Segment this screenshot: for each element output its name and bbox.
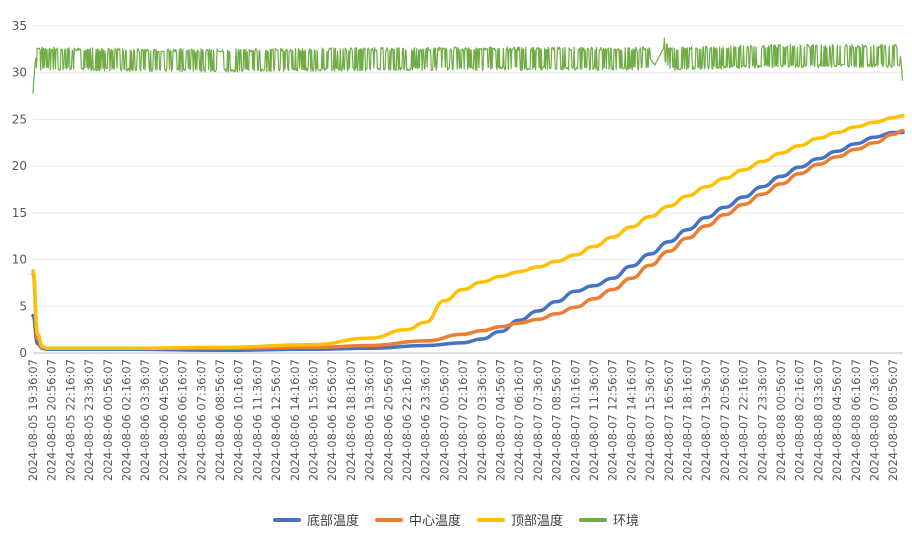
- gridlines: [33, 25, 903, 354]
- x-tick-label: 2024-08-07 22:16:07: [737, 359, 751, 481]
- x-tick-label: 2024-08-07 08:56:07: [550, 359, 564, 481]
- y-tick-label: 10: [12, 253, 27, 267]
- legend-swatch: [579, 517, 608, 522]
- x-tick-label: 2024-08-07 12:56:07: [606, 359, 620, 481]
- legend-item-ambient[interactable]: 环境: [579, 510, 639, 529]
- x-tick-label: 2024-08-06 00:56:07: [101, 359, 115, 481]
- x-tick-label: 2024-08-06 19:36:07: [363, 359, 377, 481]
- series-line-0: [31, 130, 905, 352]
- legend-swatch: [477, 517, 505, 522]
- x-tick-label: 2024-08-07 14:16:07: [624, 359, 638, 481]
- legend-swatch: [374, 517, 403, 522]
- x-tick-label: 2024-08-07 06:16:07: [512, 359, 526, 481]
- y-tick-label: 25: [12, 112, 27, 126]
- x-tick-label: 2024-08-07 00:56:07: [437, 359, 451, 481]
- x-tick-label: 2024-08-07 03:36:07: [475, 359, 489, 481]
- x-tick-label: 2024-08-08 03:36:07: [811, 359, 825, 481]
- series-ambient: [32, 37, 903, 94]
- x-tick-label: 2024-08-06 07:36:07: [194, 359, 208, 481]
- x-tick-label: 2024-08-07 19:36:07: [699, 359, 713, 481]
- legend-item-top-temp[interactable]: 顶部温度: [477, 510, 563, 529]
- x-tick-label: 2024-08-07 10:16:07: [568, 359, 582, 481]
- x-tick-label: 2024-08-08 08:56:07: [886, 359, 900, 481]
- x-tick-label: 2024-08-07 20:56:07: [718, 359, 732, 481]
- y-tick-label: 35: [12, 19, 27, 33]
- series-line-ambient: [32, 37, 903, 94]
- x-tick-label: 2024-08-06 22:16:07: [400, 359, 414, 481]
- legend-item-bottom-temp[interactable]: 底部温度: [272, 510, 359, 529]
- y-tick-label: 15: [12, 206, 27, 220]
- x-tick-label: 2024-08-08 06:16:07: [849, 359, 863, 481]
- legend-item-center-temp[interactable]: 中心温度: [374, 510, 461, 529]
- y-tick-label: 20: [12, 159, 27, 173]
- x-tick-label: 2024-08-07 15:36:07: [643, 359, 657, 481]
- x-tick-label: 2024-08-07 23:36:07: [755, 359, 769, 481]
- x-tick-label: 2024-08-08 07:36:07: [867, 359, 881, 481]
- legend-label: 中心温度: [408, 514, 461, 529]
- legend: 底部温度 中心温度 顶部温度 环境: [0, 510, 912, 529]
- x-tick-label: 2024-08-05 20:56:07: [45, 359, 59, 481]
- legend-swatch: [272, 517, 301, 522]
- x-tick-label: 2024-08-07 07:36:07: [531, 359, 545, 481]
- x-tick-label: 2024-08-08 04:56:07: [830, 359, 844, 481]
- x-tick-label: 2024-08-06 02:16:07: [119, 359, 133, 481]
- y-tick-label: 5: [19, 299, 27, 313]
- y-tick-label: 30: [12, 66, 27, 80]
- x-tick-label: 2024-08-07 04:56:07: [493, 359, 507, 481]
- x-tick-label: 2024-08-06 18:16:07: [344, 359, 358, 481]
- x-tick-label: 2024-08-08 02:16:07: [793, 359, 807, 481]
- x-tick-label: 2024-08-07 11:36:07: [587, 359, 601, 481]
- legend-label: 顶部温度: [511, 514, 564, 529]
- x-tick-label: 2024-08-06 15:36:07: [306, 359, 320, 481]
- x-tick-label: 2024-08-06 08:56:07: [213, 359, 227, 481]
- x-tick-label: 2024-08-06 04:56:07: [157, 359, 171, 481]
- x-tick-label: 2024-08-06 14:16:07: [288, 359, 302, 481]
- x-tick-label: 2024-08-05 22:16:07: [63, 359, 77, 481]
- x-tick-label: 2024-08-06 06:16:07: [176, 359, 190, 481]
- series-line-2: [31, 113, 905, 351]
- y-axis: 0 5 10 15 20 25 30 35: [12, 19, 27, 360]
- legend-label: 底部温度: [306, 514, 359, 529]
- x-tick-label: 2024-08-05 23:36:07: [82, 359, 96, 481]
- series-line-1: [31, 128, 905, 351]
- x-axis: 2024-08-05 19:36:07 2024-08-05 20:56:07 20…: [26, 359, 900, 481]
- x-tick-label: 2024-08-07 02:16:07: [456, 359, 470, 481]
- x-tick-label: 2024-08-05 19:36:07: [26, 359, 40, 481]
- x-tick-label: 2024-08-06 10:16:07: [232, 359, 246, 481]
- x-tick-label: 2024-08-06 12:56:07: [269, 359, 283, 481]
- x-tick-label: 2024-08-08 00:56:07: [774, 359, 788, 481]
- x-tick-label: 2024-08-07 18:16:07: [680, 359, 694, 481]
- x-tick-label: 2024-08-06 03:36:07: [138, 359, 152, 481]
- x-tick-label: 2024-08-07 16:56:07: [662, 359, 676, 481]
- x-tick-label: 2024-08-06 11:36:07: [250, 359, 264, 481]
- y-tick-label: 0: [19, 346, 27, 360]
- legend-label: 环境: [613, 514, 640, 529]
- x-tick-label: 2024-08-06 23:36:07: [419, 359, 433, 481]
- x-tick-label: 2024-08-06 16:56:07: [325, 359, 339, 481]
- x-tick-label: 2024-08-06 20:56:07: [381, 359, 395, 481]
- series-lines: [31, 37, 905, 352]
